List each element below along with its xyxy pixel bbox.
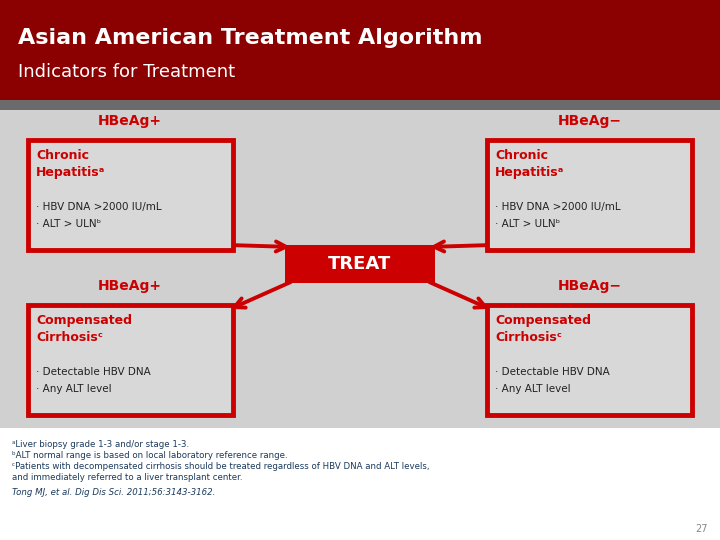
Bar xyxy=(487,305,692,415)
Text: Compensated
Cirrhosisᶜ: Compensated Cirrhosisᶜ xyxy=(36,314,132,344)
Text: ᶜPatients with decompensated cirrhosis should be treated regardless of HBV DNA a: ᶜPatients with decompensated cirrhosis s… xyxy=(12,462,430,471)
Bar xyxy=(0,428,720,540)
Text: 27: 27 xyxy=(696,524,708,534)
Text: · ALT > ULNᵇ: · ALT > ULNᵇ xyxy=(495,219,560,229)
Bar xyxy=(285,245,435,283)
Text: TREAT: TREAT xyxy=(328,255,392,273)
Text: Chronic
Hepatitisᵃ: Chronic Hepatitisᵃ xyxy=(36,149,105,179)
Text: Indicators for Treatment: Indicators for Treatment xyxy=(18,63,235,81)
Text: Asian American Treatment Algorithm: Asian American Treatment Algorithm xyxy=(18,28,482,48)
Bar xyxy=(487,140,692,250)
Text: ᵇALT normal range is based on local laboratory reference range.: ᵇALT normal range is based on local labo… xyxy=(12,451,287,460)
Text: · Detectable HBV DNA: · Detectable HBV DNA xyxy=(36,367,150,377)
Text: · HBV DNA >2000 IU/mL: · HBV DNA >2000 IU/mL xyxy=(36,202,161,212)
Text: ᵃLiver biopsy grade 1-3 and/or stage 1-3.: ᵃLiver biopsy grade 1-3 and/or stage 1-3… xyxy=(12,440,189,449)
Text: Tong MJ, et al. Dig Dis Sci. 2011;56:3143-3162.: Tong MJ, et al. Dig Dis Sci. 2011;56:314… xyxy=(12,488,215,497)
Bar xyxy=(28,140,233,250)
Bar xyxy=(0,100,720,110)
Text: HBeAg−: HBeAg− xyxy=(558,279,622,293)
Text: · Any ALT level: · Any ALT level xyxy=(36,384,112,394)
Text: Compensated
Cirrhosisᶜ: Compensated Cirrhosisᶜ xyxy=(495,314,591,344)
Text: Chronic
Hepatitisᵃ: Chronic Hepatitisᵃ xyxy=(495,149,564,179)
Bar xyxy=(0,110,720,428)
Text: HBeAg+: HBeAg+ xyxy=(98,279,162,293)
Bar xyxy=(0,0,720,103)
Text: HBeAg−: HBeAg− xyxy=(558,114,622,128)
Text: · ALT > ULNᵇ: · ALT > ULNᵇ xyxy=(36,219,101,229)
Text: HBeAg+: HBeAg+ xyxy=(98,114,162,128)
Bar xyxy=(28,305,233,415)
Text: · HBV DNA >2000 IU/mL: · HBV DNA >2000 IU/mL xyxy=(495,202,621,212)
Text: · Detectable HBV DNA: · Detectable HBV DNA xyxy=(495,367,610,377)
Text: and immediately referred to a liver transplant center.: and immediately referred to a liver tran… xyxy=(12,473,243,482)
Text: · Any ALT level: · Any ALT level xyxy=(495,384,571,394)
